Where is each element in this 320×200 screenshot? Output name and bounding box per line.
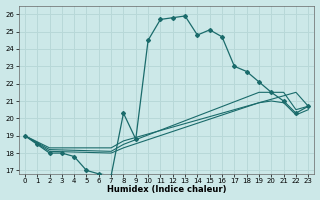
X-axis label: Humidex (Indice chaleur): Humidex (Indice chaleur) [107, 185, 226, 194]
